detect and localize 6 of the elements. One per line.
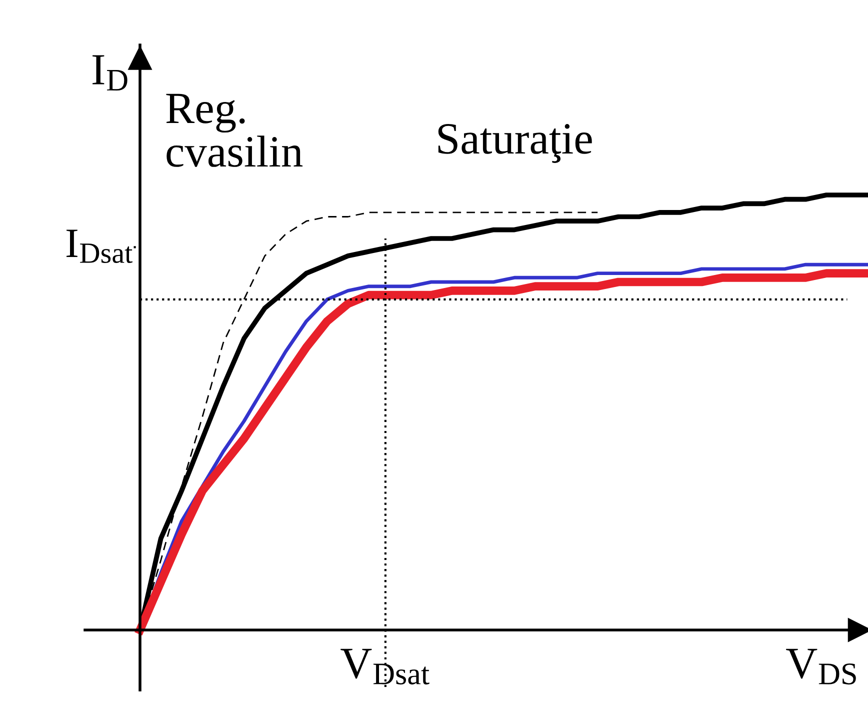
ref-line-label: I$_{Dsat}$ [66, 230, 133, 264]
text: Saturaţie [438, 124, 592, 163]
text: Reg. cvasilin [166, 94, 303, 167]
x-axis-title: V$_{DS}$ [786, 648, 856, 684]
y-axis-title: I$_{D}$ [92, 55, 128, 90]
text: V$_{Dsat}$ [340, 648, 430, 684]
